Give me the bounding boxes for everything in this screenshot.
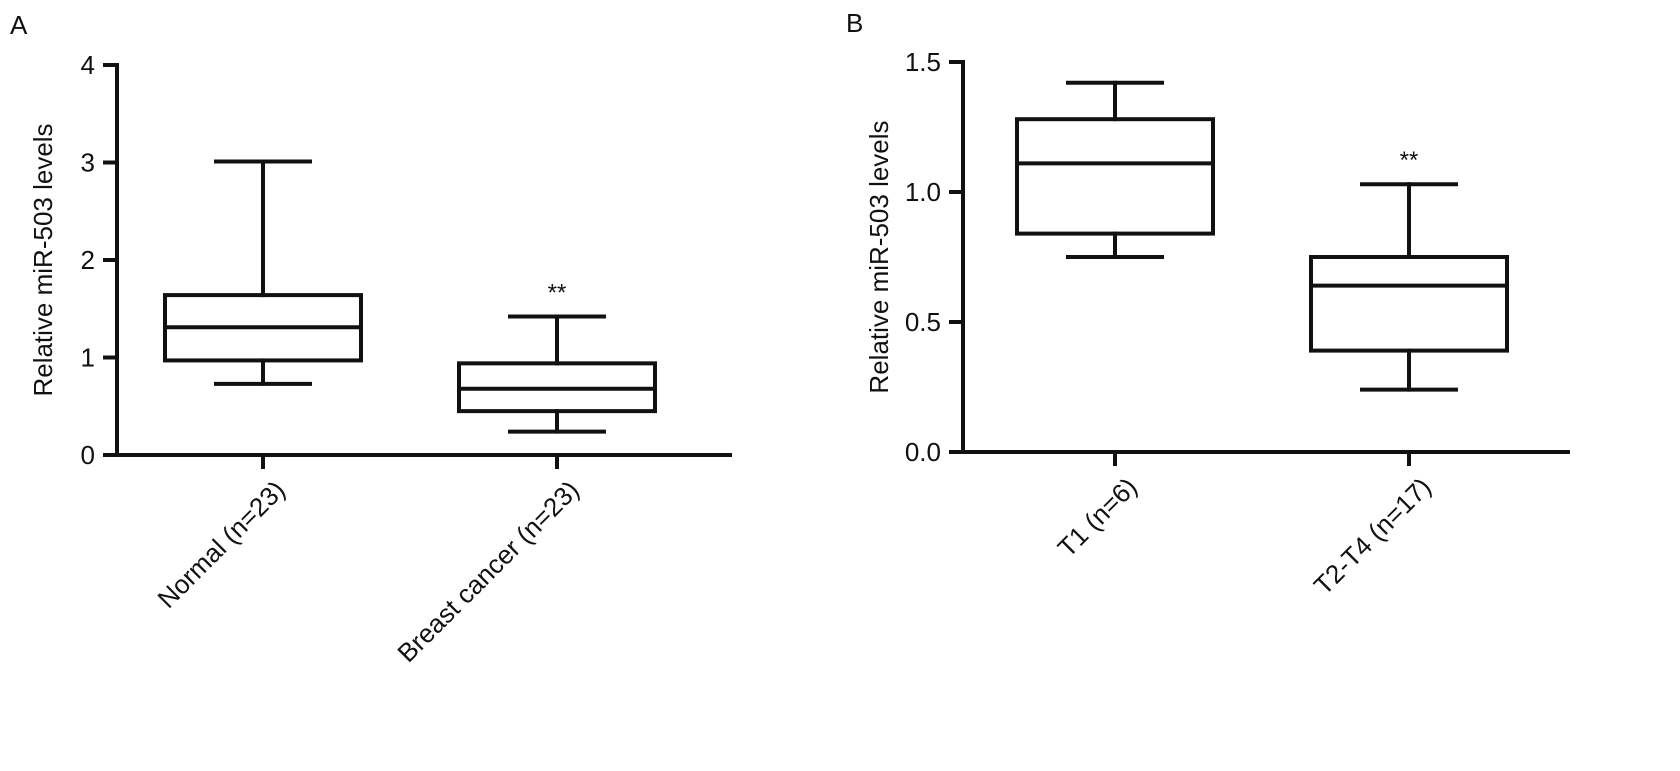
y-tick-label: 1.0: [905, 177, 941, 207]
category-label: Normal (n=23): [152, 475, 291, 614]
y-tick-label: 1.5: [905, 47, 941, 77]
y-tick-label: 0.0: [905, 437, 941, 467]
box: [1015, 117, 1215, 236]
y-tick-label: 3: [81, 148, 95, 178]
significance-label: **: [548, 280, 567, 307]
panel-label: A: [10, 10, 28, 40]
y-axis-title: Relative miR-503 levels: [864, 120, 894, 393]
category-label: Breast cancer (n=23): [391, 475, 584, 668]
category-label: T2-T4 (n=17): [1308, 472, 1437, 601]
y-tick-label: 1: [81, 343, 95, 373]
panel-b: B 0.0 0.5 1.0 1.5 Relative miR-503 levels T1 (…: [846, 8, 1570, 601]
panel-a: A 0 1 2 3 4 Relative miR-503 levels Normal (n=2…: [10, 10, 732, 668]
y-axis-title: Relative miR-503 levels: [28, 123, 58, 396]
y-tick-label: 0.5: [905, 307, 941, 337]
y-tick-label: 2: [81, 245, 95, 275]
category-label: T1 (n=6): [1052, 472, 1143, 563]
box: [1309, 255, 1509, 353]
y-tick-label: 0: [81, 440, 95, 470]
panel-label: B: [846, 8, 863, 38]
significance-label: **: [1400, 147, 1419, 174]
y-tick-label: 4: [81, 50, 95, 80]
